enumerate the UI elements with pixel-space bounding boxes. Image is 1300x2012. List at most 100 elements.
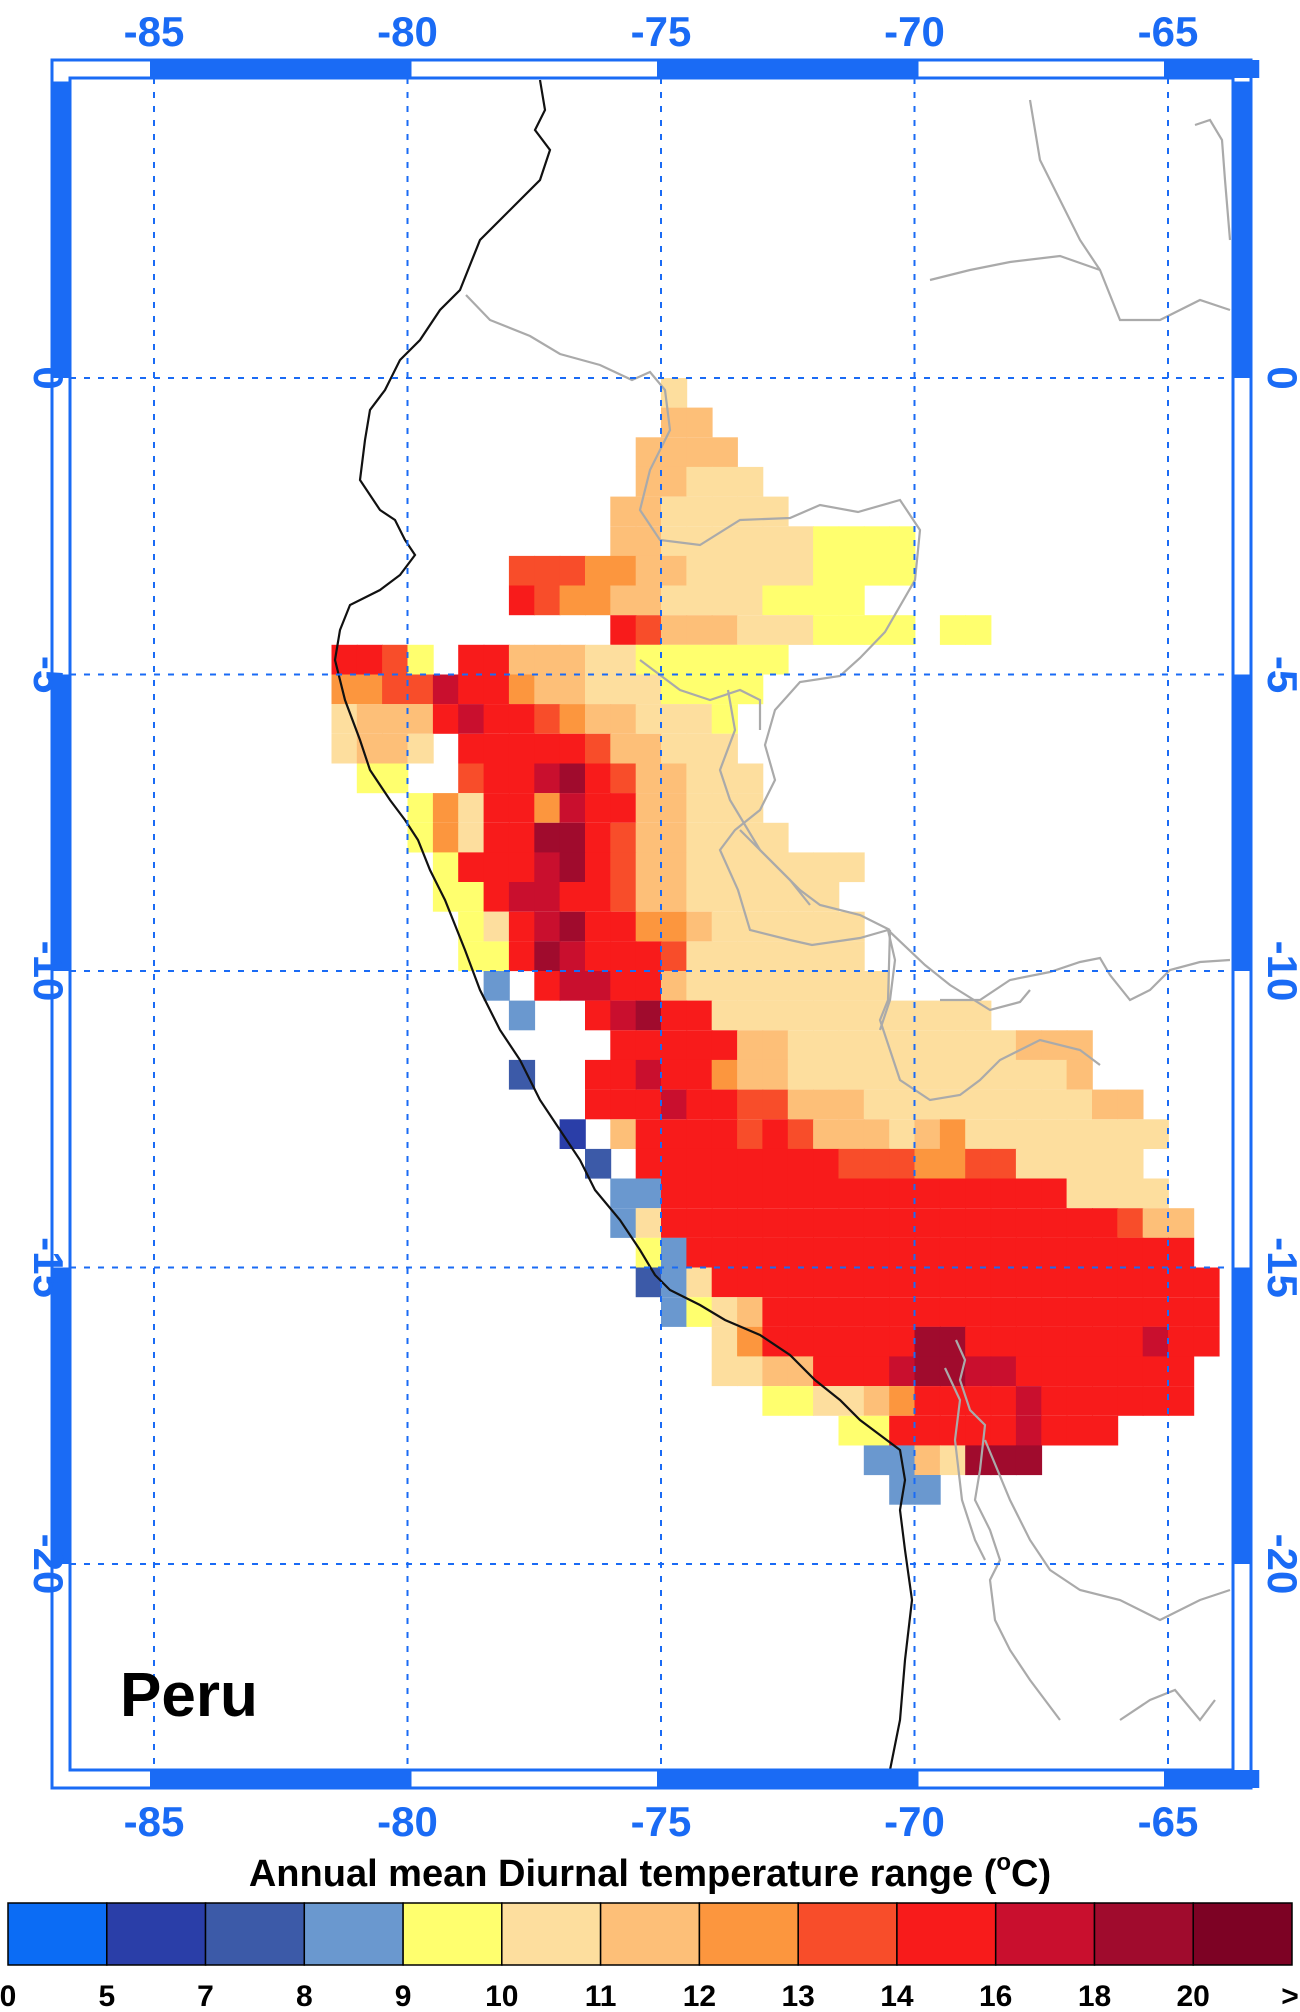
colorbar-tick-label: 5 xyxy=(98,1980,115,2012)
data-cell xyxy=(559,644,586,675)
data-cell xyxy=(1092,1356,1119,1387)
data-cell xyxy=(863,1267,890,1298)
lon-tick-label-top: -75 xyxy=(631,8,692,55)
data-cell xyxy=(813,1237,840,1268)
data-cell xyxy=(635,526,662,556)
data-cell xyxy=(889,1267,916,1298)
data-cell xyxy=(1041,1178,1068,1209)
data-cell xyxy=(711,555,738,586)
data-cell xyxy=(534,644,561,675)
data-cell xyxy=(407,793,434,823)
data-cell xyxy=(661,1208,688,1238)
data-cell xyxy=(813,1030,840,1060)
graticule xyxy=(70,78,1233,1770)
data-cell xyxy=(863,1178,890,1209)
colorbar-tick-labels: 0 5 7 8 9 10 11 12 13 14 16 18 20 > xyxy=(0,1980,1299,2012)
lat-tick-label-left: -20 xyxy=(25,1534,72,1595)
data-cell xyxy=(838,911,865,942)
colorbar-swatch xyxy=(698,1902,799,1966)
colorbar-tick-label: 0 xyxy=(0,1980,16,2012)
data-cell xyxy=(483,763,510,794)
data-cell xyxy=(1092,1208,1119,1238)
data-cell xyxy=(534,733,561,764)
data-cell xyxy=(686,407,713,438)
data-cell xyxy=(762,526,789,556)
data-cell xyxy=(635,793,662,823)
data-cell xyxy=(863,1119,890,1149)
data-cell xyxy=(483,822,510,853)
data-cell xyxy=(737,585,764,616)
data-cell xyxy=(1168,1386,1195,1416)
data-cell xyxy=(737,1148,764,1179)
data-cell xyxy=(534,704,561,734)
data-cell xyxy=(508,911,536,942)
frame-band-right xyxy=(1233,674,1251,971)
data-cell xyxy=(635,615,662,645)
data-cell xyxy=(635,1119,662,1149)
data-cell xyxy=(813,852,840,883)
data-cell xyxy=(787,615,814,645)
data-cell xyxy=(762,555,789,586)
data-cell xyxy=(711,1297,738,1327)
data-cell xyxy=(686,1208,713,1238)
data-cell xyxy=(585,733,612,764)
data-cell xyxy=(863,1356,890,1387)
colorbar-tick-label: 14 xyxy=(880,1980,914,2012)
data-cell xyxy=(787,555,814,586)
data-cell xyxy=(711,1326,738,1357)
data-cell xyxy=(1142,1119,1169,1149)
data-cell xyxy=(762,1059,789,1090)
data-cell xyxy=(1142,1326,1169,1357)
data-cell xyxy=(1066,1089,1093,1120)
data-cell xyxy=(1015,1089,1043,1120)
data-cell xyxy=(635,704,662,734)
data-cell xyxy=(813,1267,840,1298)
data-cell xyxy=(737,1119,764,1149)
data-cell xyxy=(762,1000,789,1031)
data-cell xyxy=(914,1267,941,1298)
data-cell xyxy=(990,1356,1017,1387)
data-cell xyxy=(1015,1445,1043,1476)
data-cell xyxy=(610,822,637,853)
data-cell xyxy=(686,911,713,942)
data-cell xyxy=(1193,1326,1220,1357)
data-cell xyxy=(686,822,713,853)
data-cell xyxy=(1092,1237,1119,1268)
data-cell xyxy=(737,1059,764,1090)
data-cell xyxy=(1015,1415,1043,1446)
data-cell xyxy=(990,1326,1017,1357)
lat-tick-label-right: -20 xyxy=(1259,1534,1300,1595)
data-cell xyxy=(1066,1267,1093,1298)
data-cell xyxy=(737,1267,764,1298)
data-cell xyxy=(838,585,865,616)
data-cell xyxy=(635,644,662,675)
data-cell xyxy=(585,644,612,675)
data-cell xyxy=(990,1030,1017,1060)
data-cell xyxy=(534,585,561,616)
data-cell xyxy=(1015,1059,1043,1090)
data-cell xyxy=(1142,1208,1169,1238)
data-cell xyxy=(483,704,510,734)
data-cell xyxy=(610,733,637,764)
data-cell xyxy=(838,1237,865,1268)
data-cell xyxy=(585,555,612,586)
data-cell xyxy=(863,1445,890,1476)
data-cell xyxy=(534,822,561,853)
colorbar-swatch xyxy=(7,1902,108,1966)
data-cell xyxy=(787,1386,814,1416)
data-cell xyxy=(762,1178,789,1209)
data-cell xyxy=(762,496,789,527)
data-cell xyxy=(1066,1208,1093,1238)
lat-tick-label-left: -10 xyxy=(25,941,72,1002)
data-cell xyxy=(813,1059,840,1090)
data-cell xyxy=(661,793,688,823)
lon-tick-label-bottom: -70 xyxy=(884,1798,945,1845)
data-cell xyxy=(813,911,840,942)
data-cell xyxy=(585,971,612,1001)
data-cell xyxy=(585,852,612,883)
data-cell xyxy=(1041,1148,1068,1179)
data-cell xyxy=(889,1237,916,1268)
data-cell xyxy=(432,793,460,823)
data-cell xyxy=(458,763,485,794)
data-cell xyxy=(483,644,510,675)
